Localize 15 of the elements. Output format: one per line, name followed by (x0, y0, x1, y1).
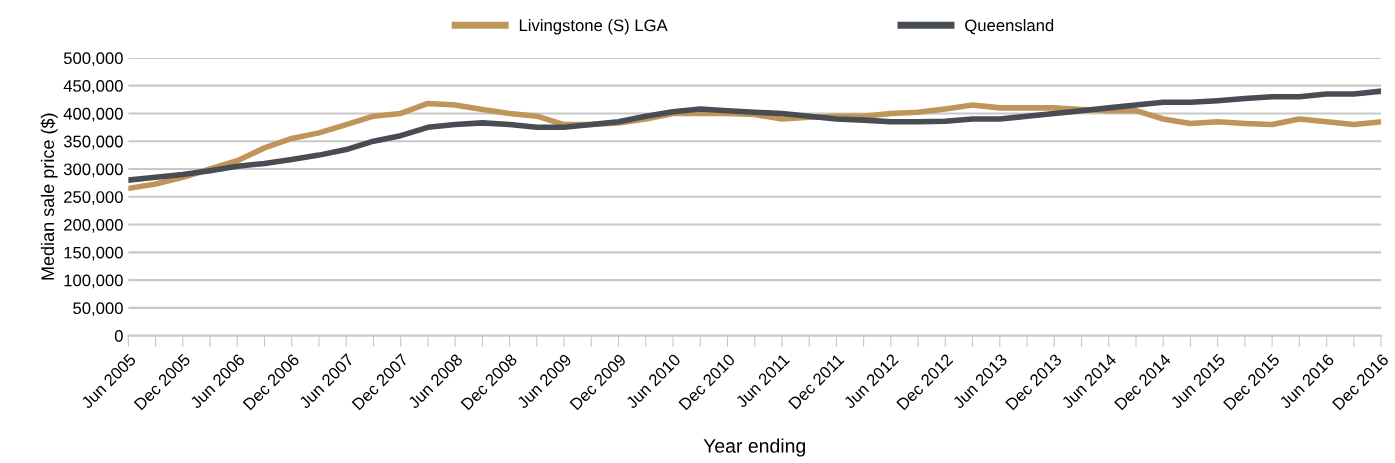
y-tick-label: 200,000 (64, 218, 123, 233)
y-tick-label: 400,000 (63, 107, 123, 122)
legend-label: Queensland (965, 19, 1054, 35)
y-tick-label: 100,000 (64, 274, 123, 289)
y-tick-label: 50,000 (73, 302, 123, 317)
y-tick-label: 450,000 (63, 80, 123, 94)
y-axis-title: Median sale price ($) (40, 113, 58, 280)
y-tick-label: 500,000 (63, 52, 123, 67)
y-tick-label: 300,000 (63, 163, 123, 178)
x-axis-title: Year ending (703, 438, 805, 457)
y-tick-label: 150,000 (64, 246, 123, 261)
legend-label: Livingstone (S) LGA (519, 19, 668, 35)
y-tick-label: 250,000 (64, 191, 123, 205)
y-tick-label: 0 (114, 330, 123, 342)
y-tick-label: 350,000 (63, 135, 123, 150)
